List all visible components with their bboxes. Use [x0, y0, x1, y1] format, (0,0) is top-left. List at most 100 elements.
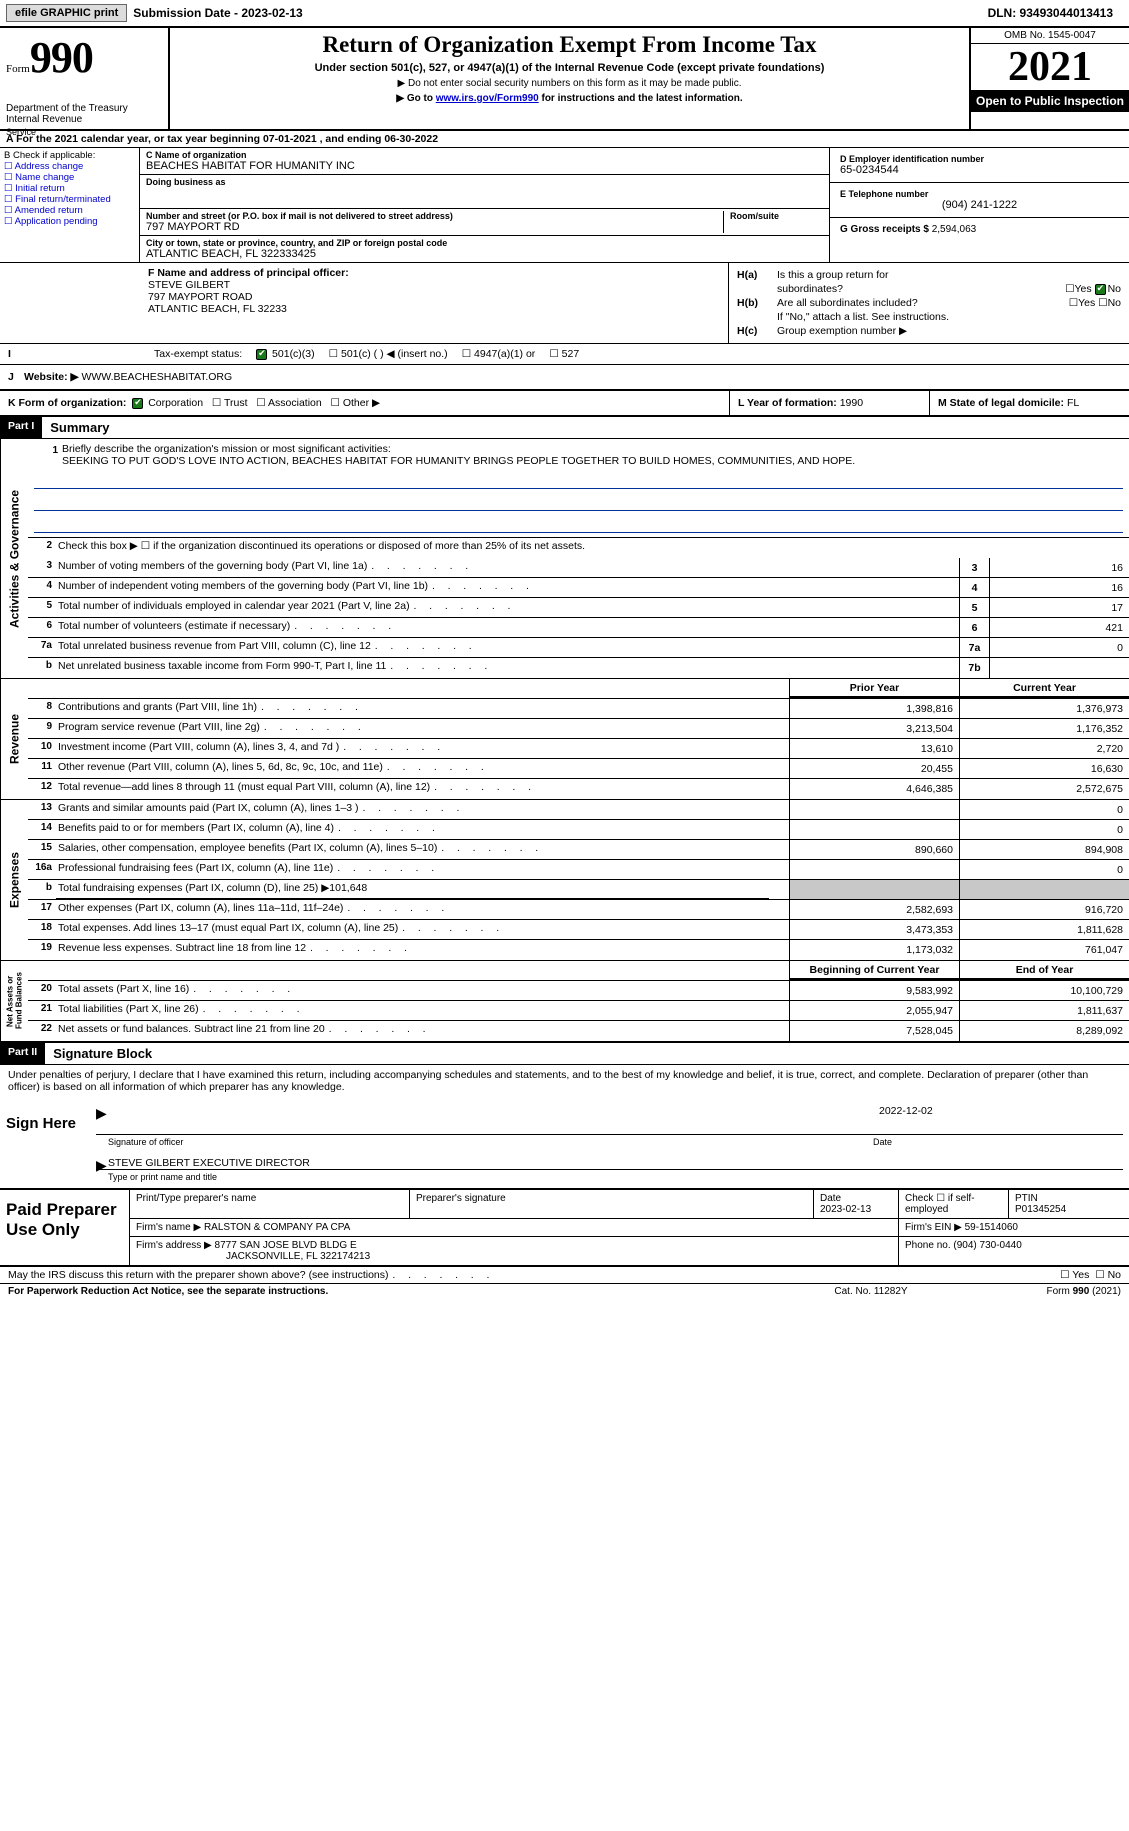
- discuss-text: May the IRS discuss this return with the…: [8, 1269, 1060, 1281]
- dba-label: Doing business as: [146, 177, 823, 187]
- discuss-yes[interactable]: ☐ Yes: [1060, 1269, 1089, 1281]
- irs-link[interactable]: www.irs.gov/Form990: [436, 93, 539, 104]
- ha-yes[interactable]: ☐Yes: [1065, 283, 1092, 295]
- form-number: 990: [30, 33, 93, 82]
- firm-name-label: Firm's name ▶: [136, 1222, 201, 1233]
- table-row: 20Total assets (Part X, line 16)9,583,99…: [28, 981, 1129, 1001]
- year-formation: 1990: [840, 397, 863, 409]
- website: WWW.BEACHESHABITAT.ORG: [81, 371, 232, 383]
- gross-label: G Gross receipts $: [840, 224, 929, 235]
- sign-here-block: Sign Here ▶ Signature of officer 2022-12…: [0, 1097, 1129, 1190]
- box-h: H(a)Is this a group return for subordina…: [729, 263, 1129, 343]
- pra-notice: For Paperwork Reduction Act Notice, see …: [8, 1286, 771, 1297]
- opt-501c3[interactable]: 501(c)(3): [256, 348, 315, 360]
- ptin: P01345254: [1015, 1204, 1066, 1215]
- opt-assoc[interactable]: ☐ Association: [256, 397, 321, 409]
- col-current: Current Year: [959, 679, 1129, 698]
- chk-address[interactable]: ☐ Address change: [4, 161, 135, 172]
- table-row: 10Investment income (Part VIII, column (…: [28, 739, 1129, 759]
- line2-text: Check this box ▶ ☐ if the organization d…: [56, 538, 1129, 558]
- opt-501c[interactable]: ☐ 501(c) ( ) ◀ (insert no.): [329, 348, 448, 360]
- table-row: 6Total number of volunteers (estimate if…: [28, 618, 1129, 638]
- period-begin: A For the 2021 calendar year, or tax yea…: [6, 133, 317, 145]
- hb-text: Are all subordinates included?: [777, 297, 1069, 309]
- prep-phone-label: Phone no.: [905, 1240, 951, 1251]
- hb-yes[interactable]: ☐Yes: [1069, 297, 1096, 309]
- efile-button[interactable]: efile GRAPHIC print: [6, 4, 127, 22]
- city: ATLANTIC BEACH, FL 322333425: [146, 248, 823, 260]
- sign-here-label: Sign Here: [0, 1097, 90, 1188]
- section-fh: F Name and address of principal officer:…: [0, 263, 1129, 344]
- note-ssn: ▶ Do not enter social security numbers o…: [178, 78, 961, 89]
- row-i: I Tax-exempt status: 501(c)(3) ☐ 501(c) …: [0, 344, 1129, 365]
- phone: (904) 241-1222: [840, 199, 1119, 211]
- table-row: 7aTotal unrelated business revenue from …: [28, 638, 1129, 658]
- year-form-label: L Year of formation:: [738, 397, 837, 409]
- opt-corp[interactable]: Corporation: [132, 397, 203, 409]
- ptin-label: PTIN: [1015, 1193, 1038, 1204]
- opt-527[interactable]: ☐ 527: [549, 348, 579, 360]
- city-label: City or town, state or province, country…: [146, 238, 823, 248]
- part2-badge: Part II: [0, 1043, 45, 1064]
- firm-ein: 59-1514060: [965, 1222, 1018, 1233]
- row-klm: K Form of organization: Corporation ☐ Tr…: [0, 391, 1129, 417]
- note-link: ▶ Go to www.irs.gov/Form990 for instruct…: [178, 93, 961, 104]
- opt-other[interactable]: ☐ Other ▶: [331, 397, 381, 409]
- table-row: 8Contributions and grants (Part VIII, li…: [28, 699, 1129, 719]
- street-label: Number and street (or P.O. box if mail i…: [146, 211, 723, 221]
- website-label: Website: ▶: [24, 371, 79, 383]
- firm-addr: 8777 SAN JOSE BLVD BLDG E: [215, 1240, 357, 1251]
- sig-date: 2022-12-02: [879, 1105, 933, 1117]
- section-bcd: B Check if applicable: ☐ Address change …: [0, 148, 1129, 263]
- discuss-no[interactable]: ☐ No: [1095, 1269, 1121, 1281]
- state-label: M State of legal domicile:: [938, 397, 1064, 409]
- officer-label: F Name and address of principal officer:: [148, 267, 349, 279]
- opt-trust[interactable]: ☐ Trust: [212, 397, 248, 409]
- opt-4947[interactable]: ☐ 4947(a)(1) or: [462, 348, 536, 360]
- header-right: OMB No. 1545-0047 2021 Open to Public In…: [969, 28, 1129, 129]
- mission-label: Briefly describe the organization's miss…: [62, 443, 391, 455]
- chk-name[interactable]: ☐ Name change: [4, 172, 135, 183]
- ein: 65-0234544: [840, 164, 1119, 176]
- vtab-governance: Activities & Governance: [0, 439, 28, 678]
- paid-preparer-label: Paid Preparer Use Only: [0, 1190, 130, 1265]
- part1-header: Part I Summary: [0, 417, 1129, 439]
- sig-name: STEVE GILBERT EXECUTIVE DIRECTOR: [108, 1157, 310, 1169]
- form-org-label: K Form of organization:: [8, 397, 126, 409]
- expenses-section: Expenses 13Grants and similar amounts pa…: [0, 800, 1129, 961]
- row-j: J Website: ▶ WWW.BEACHESHABITAT.ORG: [0, 365, 1129, 391]
- table-row: 16aProfessional fundraising fees (Part I…: [28, 860, 1129, 880]
- box-f: F Name and address of principal officer:…: [140, 263, 729, 343]
- firm-addr-label: Firm's address ▶: [136, 1240, 212, 1251]
- phone-label: E Telephone number: [840, 189, 1119, 199]
- table-row: 21Total liabilities (Part X, line 26)2,0…: [28, 1001, 1129, 1021]
- topbar: efile GRAPHIC print Submission Date - 20…: [0, 0, 1129, 28]
- firm-city: JACKSONVILLE, FL 322174213: [136, 1251, 370, 1262]
- omb-number: OMB No. 1545-0047: [971, 28, 1129, 44]
- form-word: Form: [6, 63, 30, 75]
- officer-addr1: 797 MAYPORT ROAD: [148, 291, 720, 303]
- chk-amended[interactable]: ☐ Amended return: [4, 205, 135, 216]
- dept-treasury: Department of the Treasury Internal Reve…: [6, 103, 162, 125]
- table-row: 13Grants and similar amounts paid (Part …: [28, 800, 1129, 820]
- chk-final[interactable]: ☐ Final return/terminated: [4, 194, 135, 205]
- gross-receipts: 2,594,063: [932, 224, 977, 235]
- hb-note: If "No," attach a list. See instructions…: [777, 311, 949, 323]
- hb-no[interactable]: ☐No: [1098, 297, 1121, 309]
- table-row: 3Number of voting members of the governi…: [28, 558, 1129, 578]
- prep-date: 2023-02-13: [820, 1204, 871, 1215]
- netassets-section: Net Assets or Fund Balances Beginning of…: [0, 961, 1129, 1043]
- table-row: 15Salaries, other compensation, employee…: [28, 840, 1129, 860]
- ha-no[interactable]: No: [1095, 283, 1121, 295]
- form-footer: Form 990 (2021): [971, 1286, 1121, 1297]
- chk-pending[interactable]: ☐ Application pending: [4, 216, 135, 227]
- chk-initial[interactable]: ☐ Initial return: [4, 183, 135, 194]
- part2-header: Part II Signature Block: [0, 1043, 1129, 1065]
- footer-row: For Paperwork Reduction Act Notice, see …: [0, 1284, 1129, 1299]
- table-row: 18Total expenses. Add lines 13–17 (must …: [28, 920, 1129, 940]
- submission-date: Submission Date - 2023-02-13: [133, 6, 302, 20]
- room-label: Room/suite: [730, 211, 823, 221]
- form-header: Form990 Department of the Treasury Inter…: [0, 28, 1129, 131]
- table-row: bTotal fundraising expenses (Part IX, co…: [28, 880, 1129, 900]
- org-name: BEACHES HABITAT FOR HUMANITY INC: [146, 160, 823, 172]
